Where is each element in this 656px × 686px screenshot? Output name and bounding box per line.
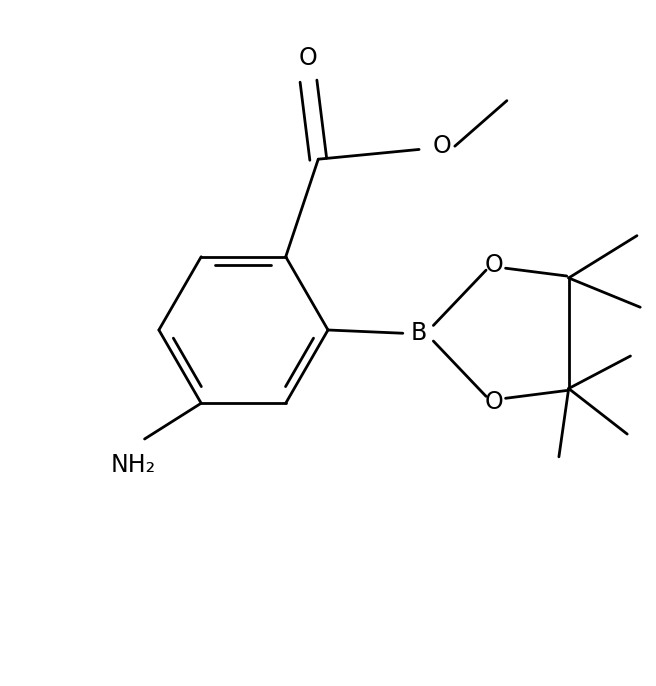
Text: O: O <box>485 390 503 414</box>
Text: B: B <box>411 321 427 345</box>
Text: O: O <box>485 253 503 277</box>
Text: O: O <box>299 47 318 71</box>
Text: NH₂: NH₂ <box>110 453 155 477</box>
Text: O: O <box>432 134 451 158</box>
